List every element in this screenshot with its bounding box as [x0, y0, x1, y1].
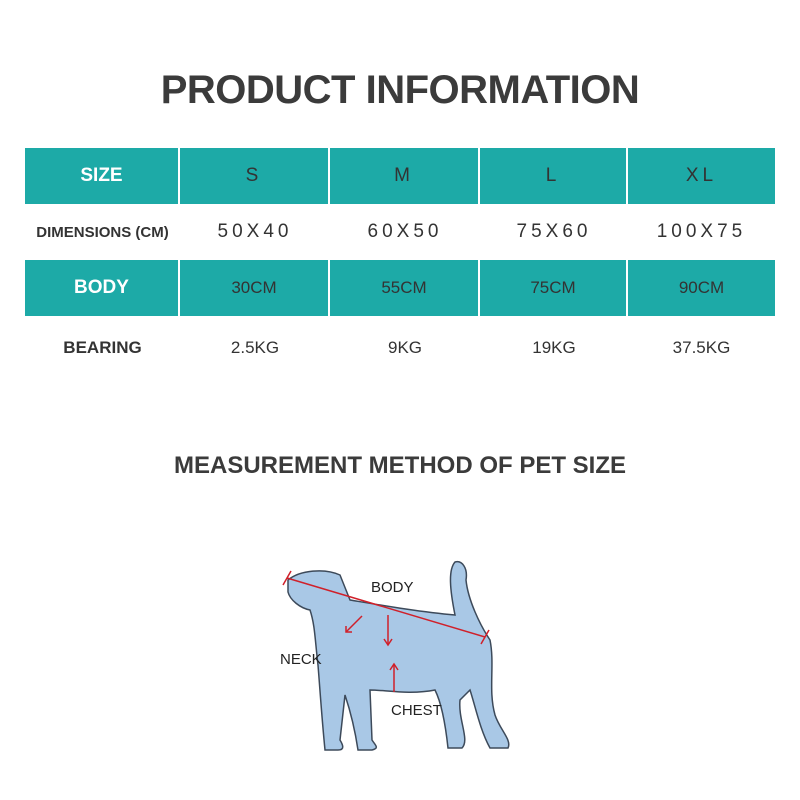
table-cell: 37.5KG — [672, 338, 731, 357]
table-cell: M — [330, 148, 480, 204]
table-cell: L — [480, 148, 628, 204]
chest-label: CHEST — [391, 702, 442, 719]
neck-label: NECK — [280, 651, 322, 668]
table-cell: XL — [628, 148, 775, 204]
dog-silhouette — [287, 560, 510, 751]
table-row: BEARING 2.5KG 9KG 19KG 37.5KG — [25, 316, 775, 380]
row-label: BODY — [25, 260, 180, 316]
table-cell: 9KG — [387, 338, 423, 357]
table-cell: 30CM — [180, 260, 330, 316]
table-cell: 19KG — [532, 338, 576, 357]
measure-lines — [282, 570, 490, 692]
table-cell: S — [180, 148, 330, 204]
table-row: BODY 30CM 55CM 75CM 90CM — [25, 260, 775, 316]
table-cell: 75CM — [480, 260, 628, 316]
row-label: DIMENSIONS (CM) — [36, 223, 169, 241]
title: PRODUCT INFORMATION — [160, 68, 640, 112]
table-cell: 2.5KG — [230, 338, 280, 357]
row-label: SIZE — [25, 148, 180, 204]
body-label: BODY — [371, 579, 414, 596]
table-row: SIZE S M L XL — [25, 148, 775, 204]
table-cell: 50X40 — [217, 221, 293, 242]
diagram-title: MEASUREMENT METHOD OF PET SIZE — [173, 452, 626, 479]
table-cell: 55CM — [330, 260, 480, 316]
size-table: SIZE S M L XL DIMENSIONS (CM) 50X40 60X50 75X60 1… — [25, 148, 775, 380]
table-cell: 75X60 — [516, 221, 592, 242]
table-cell: 60X50 — [367, 221, 443, 242]
row-label: BEARING — [63, 338, 142, 357]
table-cell: 100X75 — [656, 221, 747, 242]
table-row: DIMENSIONS (CM) 50X40 60X50 75X60 100X75 — [25, 204, 775, 260]
table-cell: 90CM — [628, 260, 775, 316]
